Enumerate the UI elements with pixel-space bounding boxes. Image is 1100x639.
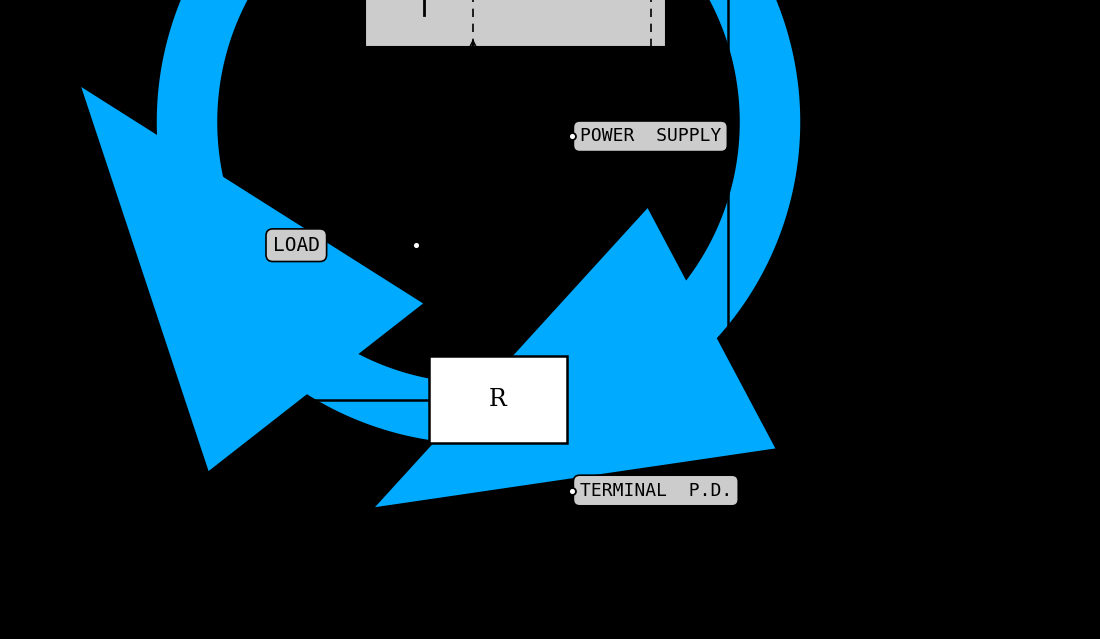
Polygon shape bbox=[81, 87, 424, 471]
Text: LOAD: LOAD bbox=[273, 236, 320, 255]
FancyBboxPatch shape bbox=[429, 357, 566, 443]
Text: POWER  SUPPLY: POWER SUPPLY bbox=[580, 127, 722, 145]
Text: TERMINAL  P.D.: TERMINAL P.D. bbox=[580, 482, 732, 500]
Polygon shape bbox=[375, 208, 776, 507]
Polygon shape bbox=[157, 0, 800, 443]
FancyBboxPatch shape bbox=[365, 0, 666, 47]
Text: R: R bbox=[488, 389, 507, 412]
